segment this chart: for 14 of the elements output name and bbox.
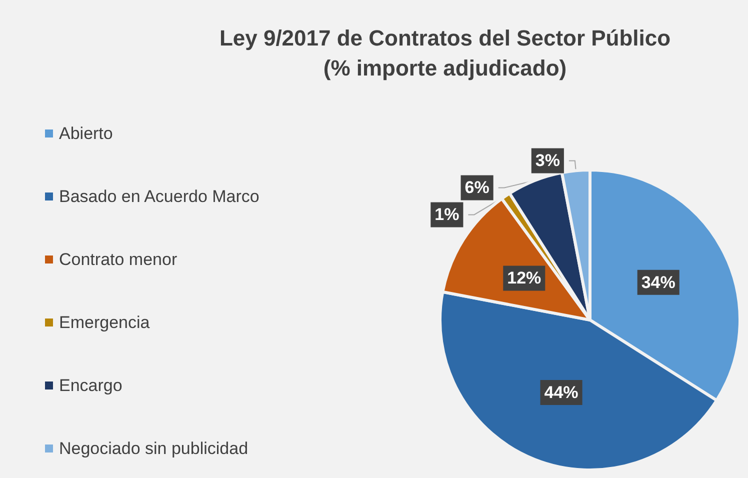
data-label: 3% bbox=[535, 151, 560, 170]
legend-label: Abierto bbox=[59, 124, 113, 143]
chart-subtitle: (% importe adjudicado) bbox=[323, 56, 567, 80]
data-label: 34% bbox=[641, 272, 676, 292]
data-label: 12% bbox=[507, 268, 542, 288]
legend-label: Contrato menor bbox=[59, 250, 178, 269]
legend-label: Basado en Acuerdo Marco bbox=[59, 187, 260, 206]
data-label: 1% bbox=[434, 205, 460, 224]
chart-title: Ley 9/2017 de Contratos del Sector Público bbox=[219, 26, 671, 50]
data-label: 6% bbox=[464, 178, 490, 198]
data-label: 44% bbox=[544, 383, 578, 402]
legend-label: Encargo bbox=[59, 376, 122, 395]
legend-label: Emergencia bbox=[59, 313, 150, 332]
legend-label: Negociado sin publicidad bbox=[59, 439, 248, 458]
